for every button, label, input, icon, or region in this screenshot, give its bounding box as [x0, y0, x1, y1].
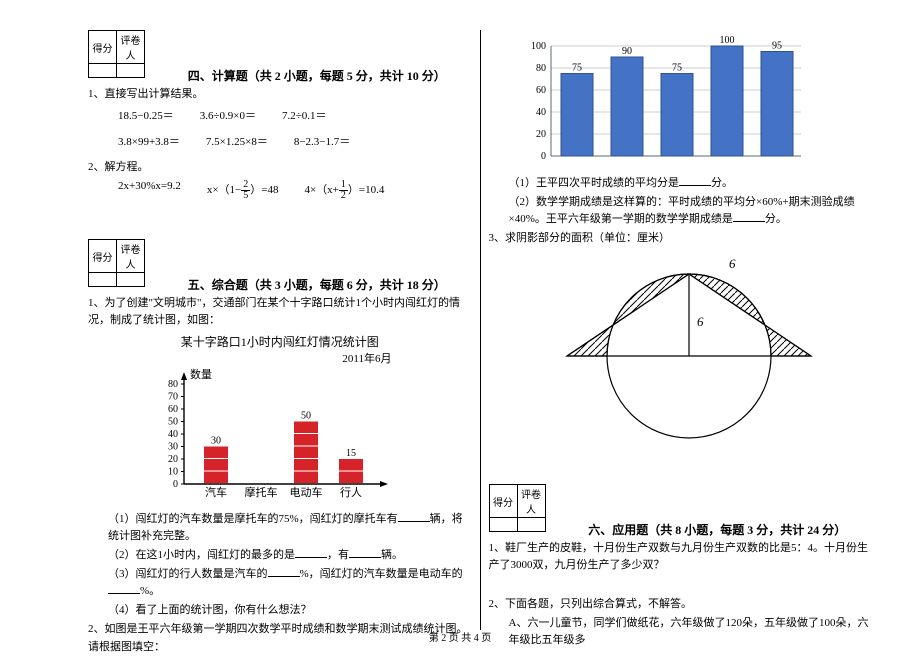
- section-4-title: 四、计算题（共 2 小题，每题 5 分，共计 10 分）: [188, 69, 446, 83]
- svg-text:电动车: 电动车: [290, 485, 323, 499]
- svg-text:40: 40: [536, 107, 546, 118]
- frac-1-2: 12: [339, 180, 348, 201]
- svg-text:6: 6: [697, 314, 704, 329]
- eq-4: 3.8×99+3.8＝: [118, 133, 180, 149]
- s4-row2: 3.8×99+3.8＝ 7.5×1.25×8＝ 8−2.3−1.7＝: [118, 133, 472, 149]
- eq-8: x×（1−25）=48: [207, 180, 279, 201]
- traffic-chart-date: 2011年6月: [88, 350, 392, 366]
- svg-text:15: 15: [346, 448, 356, 459]
- svg-text:95: 95: [772, 41, 782, 52]
- eq-2: 3.6÷0.9×0＝: [200, 107, 256, 123]
- score-label: 得分: [89, 31, 117, 64]
- left-column: 得分评卷人 四、计算题（共 2 小题，每题 5 分，共计 10 分） 1、直接写…: [80, 30, 481, 630]
- section-5-title: 五、综合题（共 3 小题，每题 6 分，共计 18 分）: [188, 278, 446, 292]
- grader-label: 评卷人: [117, 31, 145, 64]
- svg-text:50: 50: [168, 417, 178, 428]
- svg-text:90: 90: [622, 46, 632, 57]
- eq-5: 7.5×1.25×8＝: [206, 133, 268, 149]
- svg-text:行人: 行人: [340, 486, 362, 499]
- s4-row1: 18.5−0.25＝ 3.6÷0.9×0＝ 7.2÷0.1＝: [118, 107, 472, 123]
- svg-text:30: 30: [211, 436, 221, 447]
- svg-text:60: 60: [168, 404, 178, 415]
- eq-3: 7.2÷0.1＝: [282, 107, 327, 123]
- geometry-figure: 66: [539, 251, 873, 454]
- svg-text:30: 30: [168, 442, 178, 453]
- svg-text:数量: 数量: [190, 368, 212, 381]
- s5-q1: 1、为了创建"文明城市"，交通部门在某个十字路口统计1个小时内闯红灯的情况，制成…: [88, 295, 472, 329]
- svg-text:100: 100: [719, 35, 734, 46]
- eq-9: 4×（x+12）=10.4: [304, 180, 384, 201]
- score-box-2: 得分评卷人: [88, 239, 145, 287]
- s5-q1-3: （3）闯红灯的行人数量是汽车的%，闯红灯的汽车数量是电动车的%。: [108, 566, 472, 600]
- r-q2: （2）数学学期成绩是这样算的：平时成绩的平均分×60%+期末测验成绩×40%。王…: [509, 194, 873, 228]
- svg-text:40: 40: [168, 429, 178, 440]
- s5-q1-2: （2）在这1小时内，闯红灯的最多的是，有辆。: [108, 547, 472, 564]
- score-box-3: 得分评卷人: [489, 484, 546, 532]
- s4-q1: 1、直接写出计算结果。: [88, 86, 472, 103]
- frac-2-5: 25: [241, 180, 250, 201]
- eq-1: 18.5−0.25＝: [118, 107, 174, 123]
- s5-q1-1: （1）闯红灯的汽车数量是摩托车的75%，闯红灯的摩托车有辆，将统计图补充完整。: [108, 511, 472, 545]
- page-footer: 第 2 页 共 4 页: [0, 629, 920, 644]
- svg-text:汽车: 汽车: [205, 485, 227, 499]
- right-column: 0 20 40 60 80 100 75 90 75 100 95 （1）王平四次平时成绩的平均分是…: [481, 30, 881, 630]
- svg-text:50: 50: [301, 411, 311, 422]
- blank[interactable]: [398, 511, 430, 522]
- svg-text:70: 70: [168, 392, 178, 403]
- svg-text:60: 60: [536, 85, 546, 96]
- svg-text:摩托车: 摩托车: [245, 485, 278, 499]
- s5-q1-4: （4）看了上面的统计图，你有什么想法？: [108, 602, 472, 619]
- traffic-chart-title: 某十字路口1小时内闯红灯情况统计图: [88, 333, 472, 350]
- svg-text:100: 100: [531, 41, 546, 52]
- score-chart: 0 20 40 60 80 100 75 90 75 100 95: [519, 30, 873, 173]
- svg-text:75: 75: [572, 63, 582, 74]
- svg-text:6: 6: [729, 256, 736, 271]
- section-6-title: 六、应用题（共 8 小题，每题 3 分，共计 24 分）: [588, 523, 846, 537]
- svg-text:20: 20: [168, 454, 178, 465]
- s4-eqrow: 2x+30%x=9.2 x×（1−25）=48 4×（x+12）=10.4: [118, 180, 472, 201]
- svg-text:75: 75: [672, 63, 682, 74]
- svg-text:80: 80: [536, 63, 546, 74]
- svg-text:20: 20: [536, 129, 546, 140]
- r-q3: 3、求阴影部分的面积（单位：厘米）: [489, 230, 873, 247]
- s6-q1: 1、鞋厂生产的皮鞋，十月份生产双数与九月份生产双数的比是5：4。十月份生产了30…: [489, 540, 873, 574]
- svg-text:0: 0: [541, 151, 546, 162]
- score-box-1: 得分评卷人: [88, 30, 145, 78]
- svg-text:80: 80: [168, 379, 178, 390]
- s4-q2: 2、解方程。: [88, 159, 472, 176]
- svg-text:10: 10: [168, 467, 178, 478]
- eq-7: 2x+30%x=9.2: [118, 180, 181, 201]
- s6-q2: 2、下面各题，只列出综合算式，不解答。: [489, 596, 873, 613]
- eq-6: 8−2.3−1.7＝: [294, 133, 350, 149]
- r-q1: （1）王平四次平时成绩的平均分是分。: [509, 175, 873, 192]
- traffic-chart: 数量0102030405060708030汽车摩托车50电动车15行人: [148, 366, 472, 509]
- svg-text:0: 0: [173, 479, 178, 490]
